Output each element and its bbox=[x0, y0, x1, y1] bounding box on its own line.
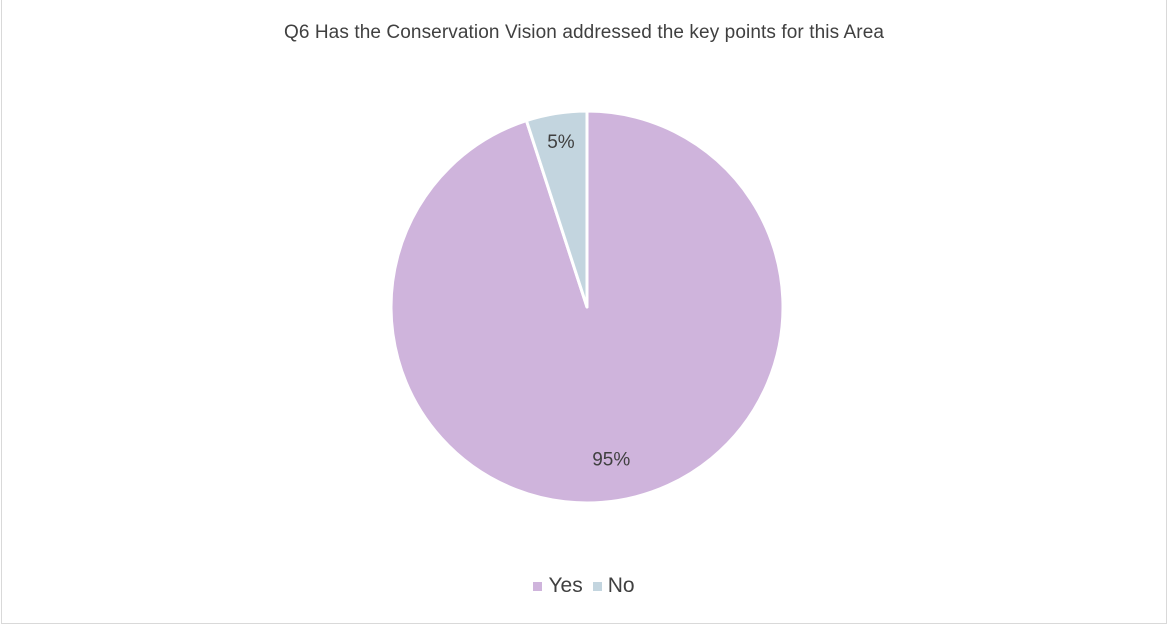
data-label-no: 5% bbox=[547, 132, 575, 153]
data-label-yes: 95% bbox=[592, 449, 630, 470]
legend-swatch-yes bbox=[533, 581, 543, 591]
legend-item-yes: Yes bbox=[533, 574, 583, 598]
legend-swatch-no bbox=[592, 581, 602, 591]
legend-label-yes: Yes bbox=[548, 574, 583, 597]
legend-item-no: No bbox=[592, 574, 635, 598]
pie-slices bbox=[389, 109, 785, 505]
pie-data-labels: 95% 5% bbox=[547, 132, 630, 470]
pie-slice-no bbox=[524, 109, 589, 309]
chart-title: Q6 Has the Conservation Vision addressed… bbox=[283, 22, 885, 43]
legend-label-no: No bbox=[607, 574, 635, 597]
chart-legend: Yes No bbox=[2, 574, 1166, 598]
